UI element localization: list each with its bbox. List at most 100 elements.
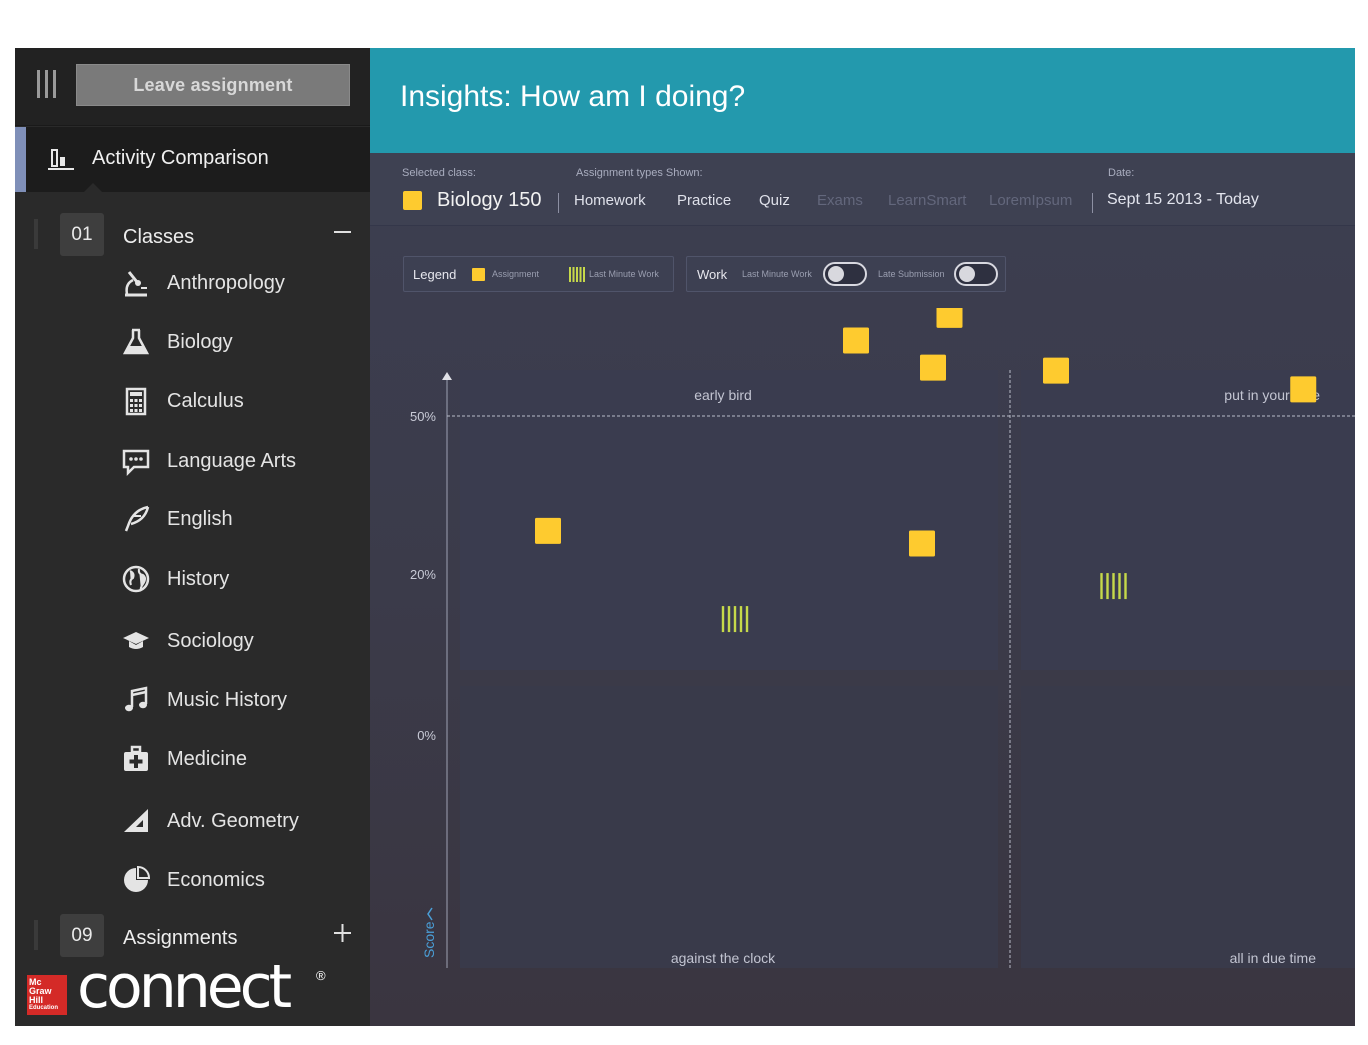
expand-plus-icon[interactable] xyxy=(331,922,353,944)
assignments-count-badge: 09 xyxy=(60,914,104,957)
connect-logo: Mc Graw Hill Education connect ® xyxy=(27,952,347,1022)
speech-bubble-icon xyxy=(122,449,150,476)
class-color-swatch xyxy=(403,191,422,210)
class-label: Economics xyxy=(167,869,265,891)
legend-panel: Legend Assignment Last Minute Work xyxy=(403,256,674,292)
assignment-point xyxy=(1290,376,1317,403)
classes-count-badge: 01 xyxy=(60,213,104,256)
activity-comparison-item[interactable]: Activity Comparison xyxy=(15,127,370,192)
page-header: Insights: How am I doing? xyxy=(370,48,1355,153)
legend-last-minute-label: Last Minute Work xyxy=(589,269,659,279)
y-axis-label: Score xyxy=(421,921,437,958)
date-range-selector[interactable]: Sept 15 2013 - Today xyxy=(1107,191,1259,208)
class-item-sociology[interactable]: Sociology xyxy=(115,622,365,662)
assignment-swatch xyxy=(472,268,485,281)
work-title: Work xyxy=(697,267,728,282)
assignment-point xyxy=(936,308,963,328)
class-item-music-history[interactable]: Music History xyxy=(115,681,365,721)
quadrant-all-in-due-time xyxy=(1021,686,1355,968)
last-minute-point xyxy=(721,606,749,633)
bar-chart-icon xyxy=(48,149,74,170)
assignments-section-header[interactable]: 09 Assignments xyxy=(15,914,370,960)
y-tick-label: 20% xyxy=(410,567,436,582)
mcgraw-hill-logo: Mc Graw Hill Education xyxy=(27,975,67,1015)
class-label: Adv. Geometry xyxy=(167,810,299,832)
music-note-icon xyxy=(125,686,148,712)
type-practice[interactable]: Practice xyxy=(677,192,732,209)
class-item-english[interactable]: English xyxy=(115,500,365,540)
quadrant-label-bottom-right: all in due time xyxy=(1230,950,1317,966)
assignment-point xyxy=(535,517,561,544)
type-quiz[interactable]: Quiz xyxy=(759,192,790,209)
main-panel: Insights: How am I doing? Selected class… xyxy=(370,48,1355,1026)
type-learnsmart[interactable]: LearnSmart xyxy=(888,192,967,209)
sidebar: Leave assignment Activity Comparison 01 … xyxy=(15,48,370,1026)
class-item-medicine[interactable]: Medicine xyxy=(115,740,365,780)
registered-mark: ® xyxy=(316,968,326,983)
classes-section-header[interactable]: 01 Classes xyxy=(15,213,370,259)
last-minute-point xyxy=(1100,573,1127,600)
class-item-adv-geometry[interactable]: Adv. Geometry xyxy=(115,802,365,842)
flask-icon xyxy=(122,328,150,355)
class-item-language-arts[interactable]: Language Arts xyxy=(115,442,365,482)
calculator-icon xyxy=(125,387,147,416)
separator xyxy=(1092,193,1093,213)
last-minute-work-toggle[interactable] xyxy=(823,262,867,286)
late-submission-toggle[interactable] xyxy=(954,262,998,286)
section-bar xyxy=(34,219,38,249)
late-submission-label: Late Submission xyxy=(878,269,945,279)
class-item-economics[interactable]: Economics xyxy=(115,861,365,901)
class-item-history[interactable]: History xyxy=(115,560,365,600)
toggle-knob xyxy=(828,266,844,282)
selection-notch xyxy=(84,183,102,192)
class-label: Language Arts xyxy=(167,450,296,472)
class-label: Anthropology xyxy=(167,272,285,294)
menu-icon[interactable] xyxy=(37,70,59,98)
collapse-minus-icon[interactable] xyxy=(331,221,353,243)
last-minute-work-label: Last Minute Work xyxy=(742,269,812,279)
assignment-point xyxy=(843,327,869,354)
quadrant-label-top-left: early bird xyxy=(694,387,752,403)
assignment-point xyxy=(1043,357,1069,384)
app-window: Leave assignment Activity Comparison 01 … xyxy=(15,48,1355,1026)
class-item-biology[interactable]: Biology xyxy=(115,323,365,363)
y-tick-label: 50% xyxy=(410,409,436,424)
set-square-icon xyxy=(124,809,148,832)
y-tick-label: 0% xyxy=(417,728,436,743)
y-axis-arrow xyxy=(442,372,452,380)
assignments-label: Assignments xyxy=(123,927,238,949)
active-indicator xyxy=(15,127,26,192)
graduation-cap-icon xyxy=(123,632,149,649)
type-homework[interactable]: Homework xyxy=(574,192,646,209)
quadrant-put-in-your-time xyxy=(1021,370,1355,670)
toggle-knob xyxy=(959,266,975,282)
assignment-types-label: Assignment types Shown: xyxy=(576,167,703,179)
activity-comparison-label: Activity Comparison xyxy=(92,147,269,169)
class-label: Medicine xyxy=(167,748,248,770)
class-label: Music History xyxy=(167,689,288,711)
page-title: Insights: How am I doing? xyxy=(400,80,746,113)
selected-class-dropdown[interactable]: Biology 150 xyxy=(437,189,542,211)
quadrant-against-the-clock xyxy=(460,686,998,968)
leave-assignment-button[interactable]: Leave assignment xyxy=(76,64,350,106)
class-label: History xyxy=(167,568,230,590)
class-label: English xyxy=(167,508,233,530)
class-item-calculus[interactable]: Calculus xyxy=(115,382,365,422)
globe-icon xyxy=(122,565,150,593)
sidebar-toolbar: Leave assignment xyxy=(15,48,370,126)
y-axis-label-chevron-icon xyxy=(427,907,433,921)
selected-class-label: Selected class: xyxy=(402,167,476,179)
connect-wordmark: connect xyxy=(77,952,292,1022)
last-minute-swatch xyxy=(569,267,585,282)
legend-assignment-label: Assignment xyxy=(492,269,540,279)
type-exams[interactable]: Exams xyxy=(817,192,863,209)
filter-bar: Selected class: Biology 150 Assignment t… xyxy=(370,153,1355,226)
classes-label: Classes xyxy=(123,226,195,248)
separator xyxy=(558,193,559,213)
type-loremipsum[interactable]: LoremIpsum xyxy=(989,192,1073,209)
class-label: Sociology xyxy=(167,630,254,652)
microscope-icon xyxy=(125,271,147,297)
class-item-anthropology[interactable]: Anthropology xyxy=(115,264,365,304)
section-bar xyxy=(34,920,38,950)
